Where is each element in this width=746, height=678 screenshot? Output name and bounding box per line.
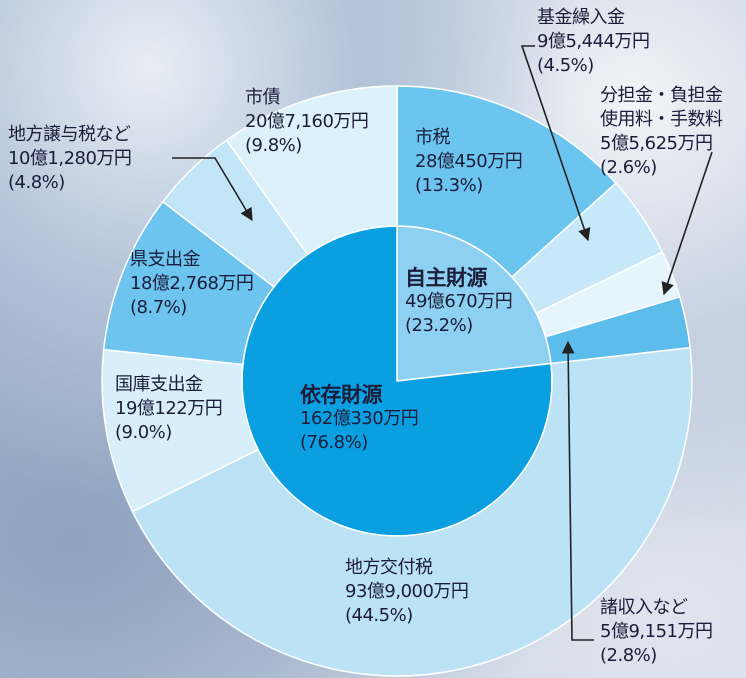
percent: (4.5%) (537, 55, 594, 76)
amount: 20億7,160万円 (245, 111, 369, 132)
leader-line (520, 45, 591, 242)
name: 国庫支出金 (115, 374, 203, 395)
leaders (172, 45, 713, 641)
amount: 9億5,444万円 (537, 31, 650, 52)
name: 市税 (415, 127, 451, 148)
percent: (8.7%) (130, 297, 187, 318)
percent: (2.8%) (600, 645, 657, 666)
slice (396, 85, 617, 279)
percent: (76.8%) (300, 432, 368, 453)
name: 地方交付税 (345, 557, 433, 578)
slice (225, 85, 398, 256)
amount: 93億9,000万円 (345, 581, 469, 602)
percent: (13.3%) (415, 175, 483, 196)
name: 諸収入など (600, 597, 688, 618)
leader-line (172, 157, 253, 222)
slice-label: 分担金・負担金 使用料・手数料 5億5,625万円 (2.6%) (600, 84, 723, 180)
percent: (23.2%) (405, 315, 473, 336)
amount: 10億1,280万円 (8, 148, 132, 169)
donut (101, 85, 693, 677)
slice-label: 諸収入など 5億9,151万円 (2.8%) (600, 596, 713, 668)
percent: (4.8%) (8, 172, 65, 193)
amount: 28億450万円 (415, 151, 523, 172)
name: 基金繰入金 (537, 7, 625, 28)
leader-line (561, 340, 594, 641)
percent: (9.8%) (245, 135, 302, 156)
slice-label: 地方譲与税など 10億1,280万円 (4.8%) (8, 123, 132, 195)
slice (131, 346, 693, 677)
leader-line (661, 151, 713, 296)
percent: (9.0%) (115, 422, 172, 443)
amount: 5億9,151万円 (600, 621, 713, 642)
percent: (2.6%) (600, 157, 657, 178)
slice-label: 地方交付税 93億9,000万円 (44.5%) (345, 556, 469, 628)
amount: 5億5,625万円 (600, 133, 713, 154)
amount: 18億2,768万円 (130, 273, 254, 294)
slice-label: 国庫支出金 19億122万円 (9.0%) (115, 373, 223, 445)
name: 市債 (245, 87, 281, 108)
slice-label: 県支出金 18億2,768万円 (8.7%) (130, 248, 254, 320)
name: 自主財源 (405, 266, 488, 290)
amount: 19億122万円 (115, 398, 223, 419)
slice-label: 基金繰入金 9億5,444万円 (4.5%) (537, 6, 650, 78)
name: 分担金・負担金 使用料・手数料 (600, 85, 723, 130)
slice-label: 市税 28億450万円 (13.3%) (415, 126, 523, 198)
name: 依存財源 (300, 383, 383, 407)
name: 地方譲与税など (8, 124, 131, 145)
slice-label: 依存財源 162億330万円 (76.8%) (300, 383, 419, 455)
name: 県支出金 (130, 249, 201, 270)
amount: 49億670万円 (405, 291, 513, 312)
slice-label: 自主財源 49億670万円 (23.2%) (405, 266, 513, 338)
percent: (44.5%) (345, 605, 413, 626)
amount: 162億330万円 (300, 408, 419, 429)
slice-label: 市債 20億7,160万円 (9.8%) (245, 86, 369, 158)
